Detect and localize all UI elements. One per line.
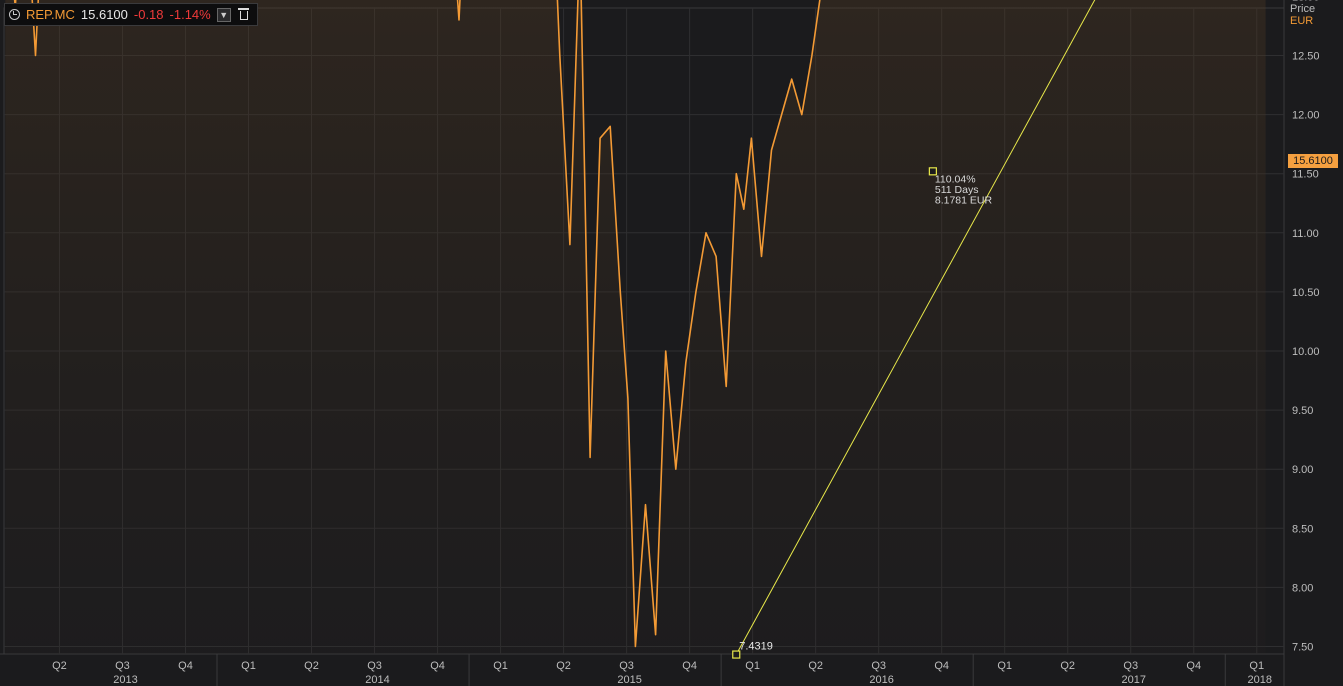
axis-header: Price EUR [1290, 3, 1315, 27]
x-tick-quarter: Q2 [556, 660, 571, 672]
x-tick-quarter: Q4 [934, 660, 949, 672]
ric-label[interactable]: REP.MC [26, 7, 75, 22]
measure-stat-label: 511 Days [935, 184, 979, 196]
y-tick-label: 12.50 [1292, 51, 1320, 63]
min-price-label: 7.4319 [739, 641, 773, 653]
last-price: 15.6100 [80, 7, 128, 22]
axis-label: Price [1290, 3, 1316, 15]
measure-stat-label: 8.1781 EUR [935, 194, 993, 206]
x-tick-year: 2013 [113, 674, 137, 686]
measure-stat-label: 110.04% [935, 173, 976, 185]
x-tick-quarter: Q3 [115, 660, 130, 672]
x-axis: Q2 Q3 2013 Q4 Q1 Q2 Q3 2014 Q4 Q1 Q2 Q3 2015 Q4 Q1 Q2 Q3… [52, 654, 1272, 686]
x-tick-quarter: Q1 [241, 660, 256, 672]
chevron-down-icon[interactable]: ▼ [216, 7, 231, 22]
x-tick-quarter: Q1 [745, 660, 760, 672]
trendline-group [732, 0, 1096, 659]
x-tick-quarter: Q4 [682, 660, 697, 672]
y-axis: 7.50 8.00 8.50 9.00 9.50 10.00 10.50 11.00 11.50… [1292, 0, 1320, 654]
x-tick-quarter: Q1 [493, 660, 508, 672]
y-tick-label: 13.00 [1292, 0, 1320, 3]
y-tick-label: 7.50 [1292, 642, 1313, 654]
x-tick-quarter: Q4 [1186, 660, 1201, 672]
last-price-flag: 15.6100 [1288, 154, 1338, 168]
y-tick-label: 11.00 [1292, 228, 1319, 240]
trendline [735, 0, 1096, 655]
price-line [13, 0, 821, 648]
y-tick-label: 12.00 [1292, 110, 1320, 122]
x-tick-quarter: Q2 [52, 660, 67, 672]
y-tick-label: 8.00 [1292, 582, 1313, 594]
y-tick-label: 11.50 [1292, 169, 1319, 181]
y-tick-label: 10.00 [1292, 346, 1320, 358]
net-change: -0.18 [133, 7, 164, 22]
y-tick-label: 9.00 [1292, 464, 1313, 476]
x-tick-year: 2014 [365, 674, 389, 686]
x-tick-quarter: Q3 [619, 660, 634, 672]
y-tick-label: 10.50 [1292, 287, 1320, 299]
x-tick-quarter: Q4 [178, 660, 193, 672]
x-tick-quarter: Q3 [1123, 660, 1138, 672]
y-tick-label: 8.50 [1292, 523, 1313, 535]
x-tick-quarter: Q2 [304, 660, 319, 672]
x-tick-quarter: Q1 [997, 660, 1012, 672]
x-tick-quarter: Q2 [1060, 660, 1075, 672]
instrument-header: REP.MC 15.6100 -0.18 -1.14% ▼ [4, 3, 258, 26]
trash-icon[interactable] [237, 8, 251, 22]
axis-unit: EUR [1290, 15, 1314, 27]
x-tick-year: 2015 [617, 674, 641, 686]
clock-icon[interactable] [9, 9, 20, 20]
price-area-fill [5, 0, 1266, 654]
x-tick-quarter: Q2 [808, 660, 823, 672]
x-tick-quarter: Q3 [871, 660, 886, 672]
trend-mid-handle [928, 167, 937, 176]
x-tick-year: 2016 [869, 674, 893, 686]
trend-start-handle [732, 650, 741, 659]
pct-change: -1.14% [169, 7, 211, 22]
x-tick-quarter: Q4 [430, 660, 445, 672]
x-tick-year: 2018 [1248, 674, 1272, 686]
x-tick-quarter: Q1 [1249, 660, 1264, 672]
x-tick-quarter: Q3 [367, 660, 382, 672]
x-tick-year: 2017 [1122, 674, 1146, 686]
y-tick-label: 9.50 [1292, 405, 1313, 417]
